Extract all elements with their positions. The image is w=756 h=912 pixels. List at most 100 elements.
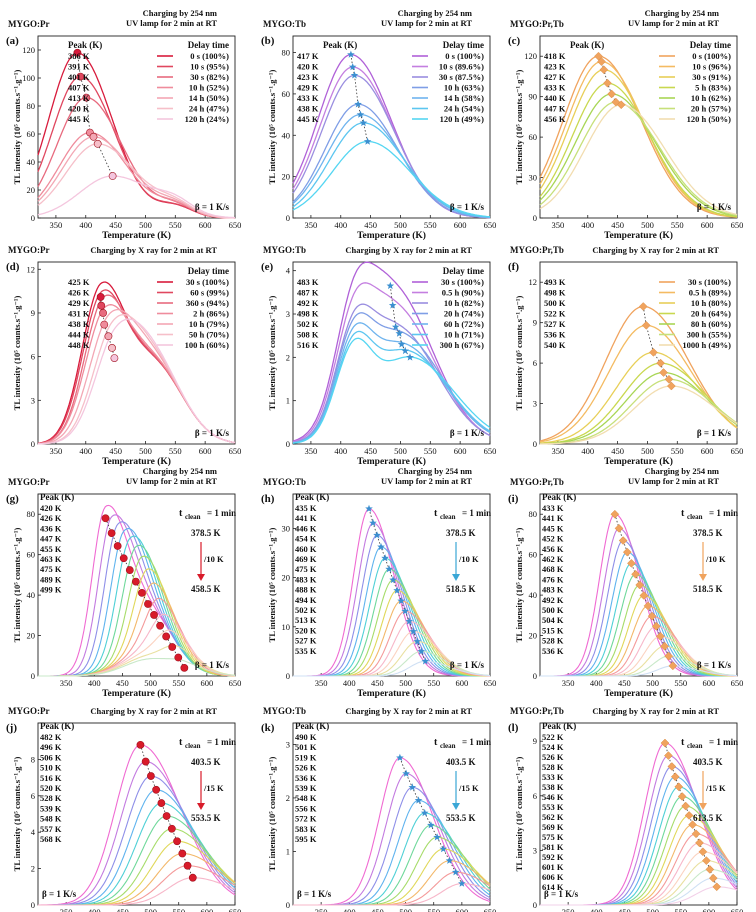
peak-value: 522 K [544,309,566,319]
x-tick-label: 500 [139,446,152,456]
sample-name: MYGO:Pr [8,477,49,487]
curve-line [38,865,236,906]
y-tick-label: 120 [22,45,35,55]
heating-rate-label: β = 1 K/s [450,660,485,670]
delay-value: 30 s (100%) [688,277,731,287]
tclean-subscript: clean [687,742,703,750]
peak-value: 528 K [542,762,564,772]
delay-value: 60 h (72%) [444,319,484,329]
peak-marker [396,753,404,761]
peak-marker [413,637,421,645]
curves [37,281,236,445]
curve-line [293,522,490,677]
sample-name: MYGO:Pr [8,706,49,716]
peak-marker [603,78,612,88]
plot-frame [539,493,738,677]
x-tick-label: 450 [371,678,384,688]
x-tick-label: 500 [394,446,407,456]
x-tick-label: 350 [315,907,328,912]
panel-title: Charging by 254 nm [398,8,472,18]
peak-marker [651,621,661,631]
peak-value: 463 K [40,554,62,564]
peak-marker [677,792,687,801]
panel-c: 350 400 450 500 550 600 650 0 30 60 90 120 Temperatu… [508,8,743,241]
y-tick-label: 12 [529,277,538,287]
peak-marker [131,577,140,586]
peak-value: 482 K [40,732,62,742]
panel-label: (h) [261,493,275,505]
tclean-symbol: t [434,737,438,748]
peak-value: 601 K [542,862,564,872]
peak-value: 456 K [544,114,566,124]
peak-marker [666,381,676,391]
delay-value: 120 h (50%) [687,114,732,124]
peak-marker [385,565,393,573]
peak-marker [420,808,429,817]
peak-value: 500 K [542,605,564,615]
curve-line [540,868,738,906]
peak-value: 528 K [40,793,62,803]
delay-value: 0.5 h (90%) [442,288,484,298]
clean-end-temp: 613.5 K [693,813,723,823]
peak-value: 546 K [542,792,564,802]
x-tick-label: 400 [343,678,356,688]
peak-value: 538 K [542,782,564,792]
peak-value: 475 K [40,564,62,574]
peak-value: 501 K [295,742,317,752]
y-tick-label: 30 [282,523,291,533]
curve-line [38,761,236,906]
peak-value: 438 K [68,319,90,329]
tclean-annotation: t clean = 1 min 403.5 K/15 K 553.5 K [179,737,236,823]
x-tick-label: 350 [305,220,318,230]
y-axis-label: TL intensity (10⁵ counts.s⁻¹.g⁻¹) [12,528,22,643]
sample-name: MYGO:Pr [8,19,49,29]
delay-value: 5 h (83%) [695,83,731,93]
peak-marker [656,358,665,368]
peak-marker [647,611,657,621]
sample-name: MYGO:Tb [263,19,306,29]
delay-value: 24 h (54%) [444,104,484,114]
peak-marker [386,281,395,290]
peak-value: 426 K [40,513,62,523]
x-tick-label: 500 [144,907,157,912]
peak-value: 444 K [68,330,90,340]
curve-line [292,282,491,443]
tclean-value: = 1 min [207,508,236,518]
x-tick-label: 650 [731,446,744,456]
curve-line [292,322,491,444]
peak-value: 427 K [544,72,566,82]
peak-marker [635,580,645,590]
peak-marker [100,320,109,329]
curve-line [539,101,738,217]
curve-line [540,385,738,445]
peak-value: 516 K [40,773,62,783]
peak-value: 469 K [295,554,317,564]
x-tick-label: 650 [229,907,242,912]
y-tick-label: 80 [27,101,36,111]
clean-arrow-head [699,574,707,581]
panel-title: UV lamp for 2 min at RT [628,476,719,486]
peak-marker [599,65,609,75]
curves [293,504,491,677]
panel-i: 350 400 450 500 550 600 650 0 20 40 60 80 Temperatur… [508,466,743,699]
y-tick-label: 60 [529,550,538,560]
clean-start-temp: 378.5 K [693,528,723,538]
peak-marker [157,799,166,807]
peak-value: 468 K [542,564,564,574]
peak-value: 433 K [544,83,566,93]
peak-marker [136,740,145,749]
y-tick-label: 30 [529,173,538,183]
delay-value: 10 h (80%) [691,298,731,308]
peak-value: 520 K [295,625,317,635]
panel-title: UV lamp for 2 min at RT [126,18,217,28]
x-tick-label: 350 [552,220,565,230]
peak-value: 426 K [68,288,90,298]
curve-line [292,337,491,444]
panel-label: (a) [6,35,19,47]
peak-value: 533 K [542,772,564,782]
peak-marker [649,347,658,357]
peak-marker [712,882,722,892]
delay-value: 14 h (58%) [444,93,484,103]
peak-header: Peak (K) [295,721,329,731]
